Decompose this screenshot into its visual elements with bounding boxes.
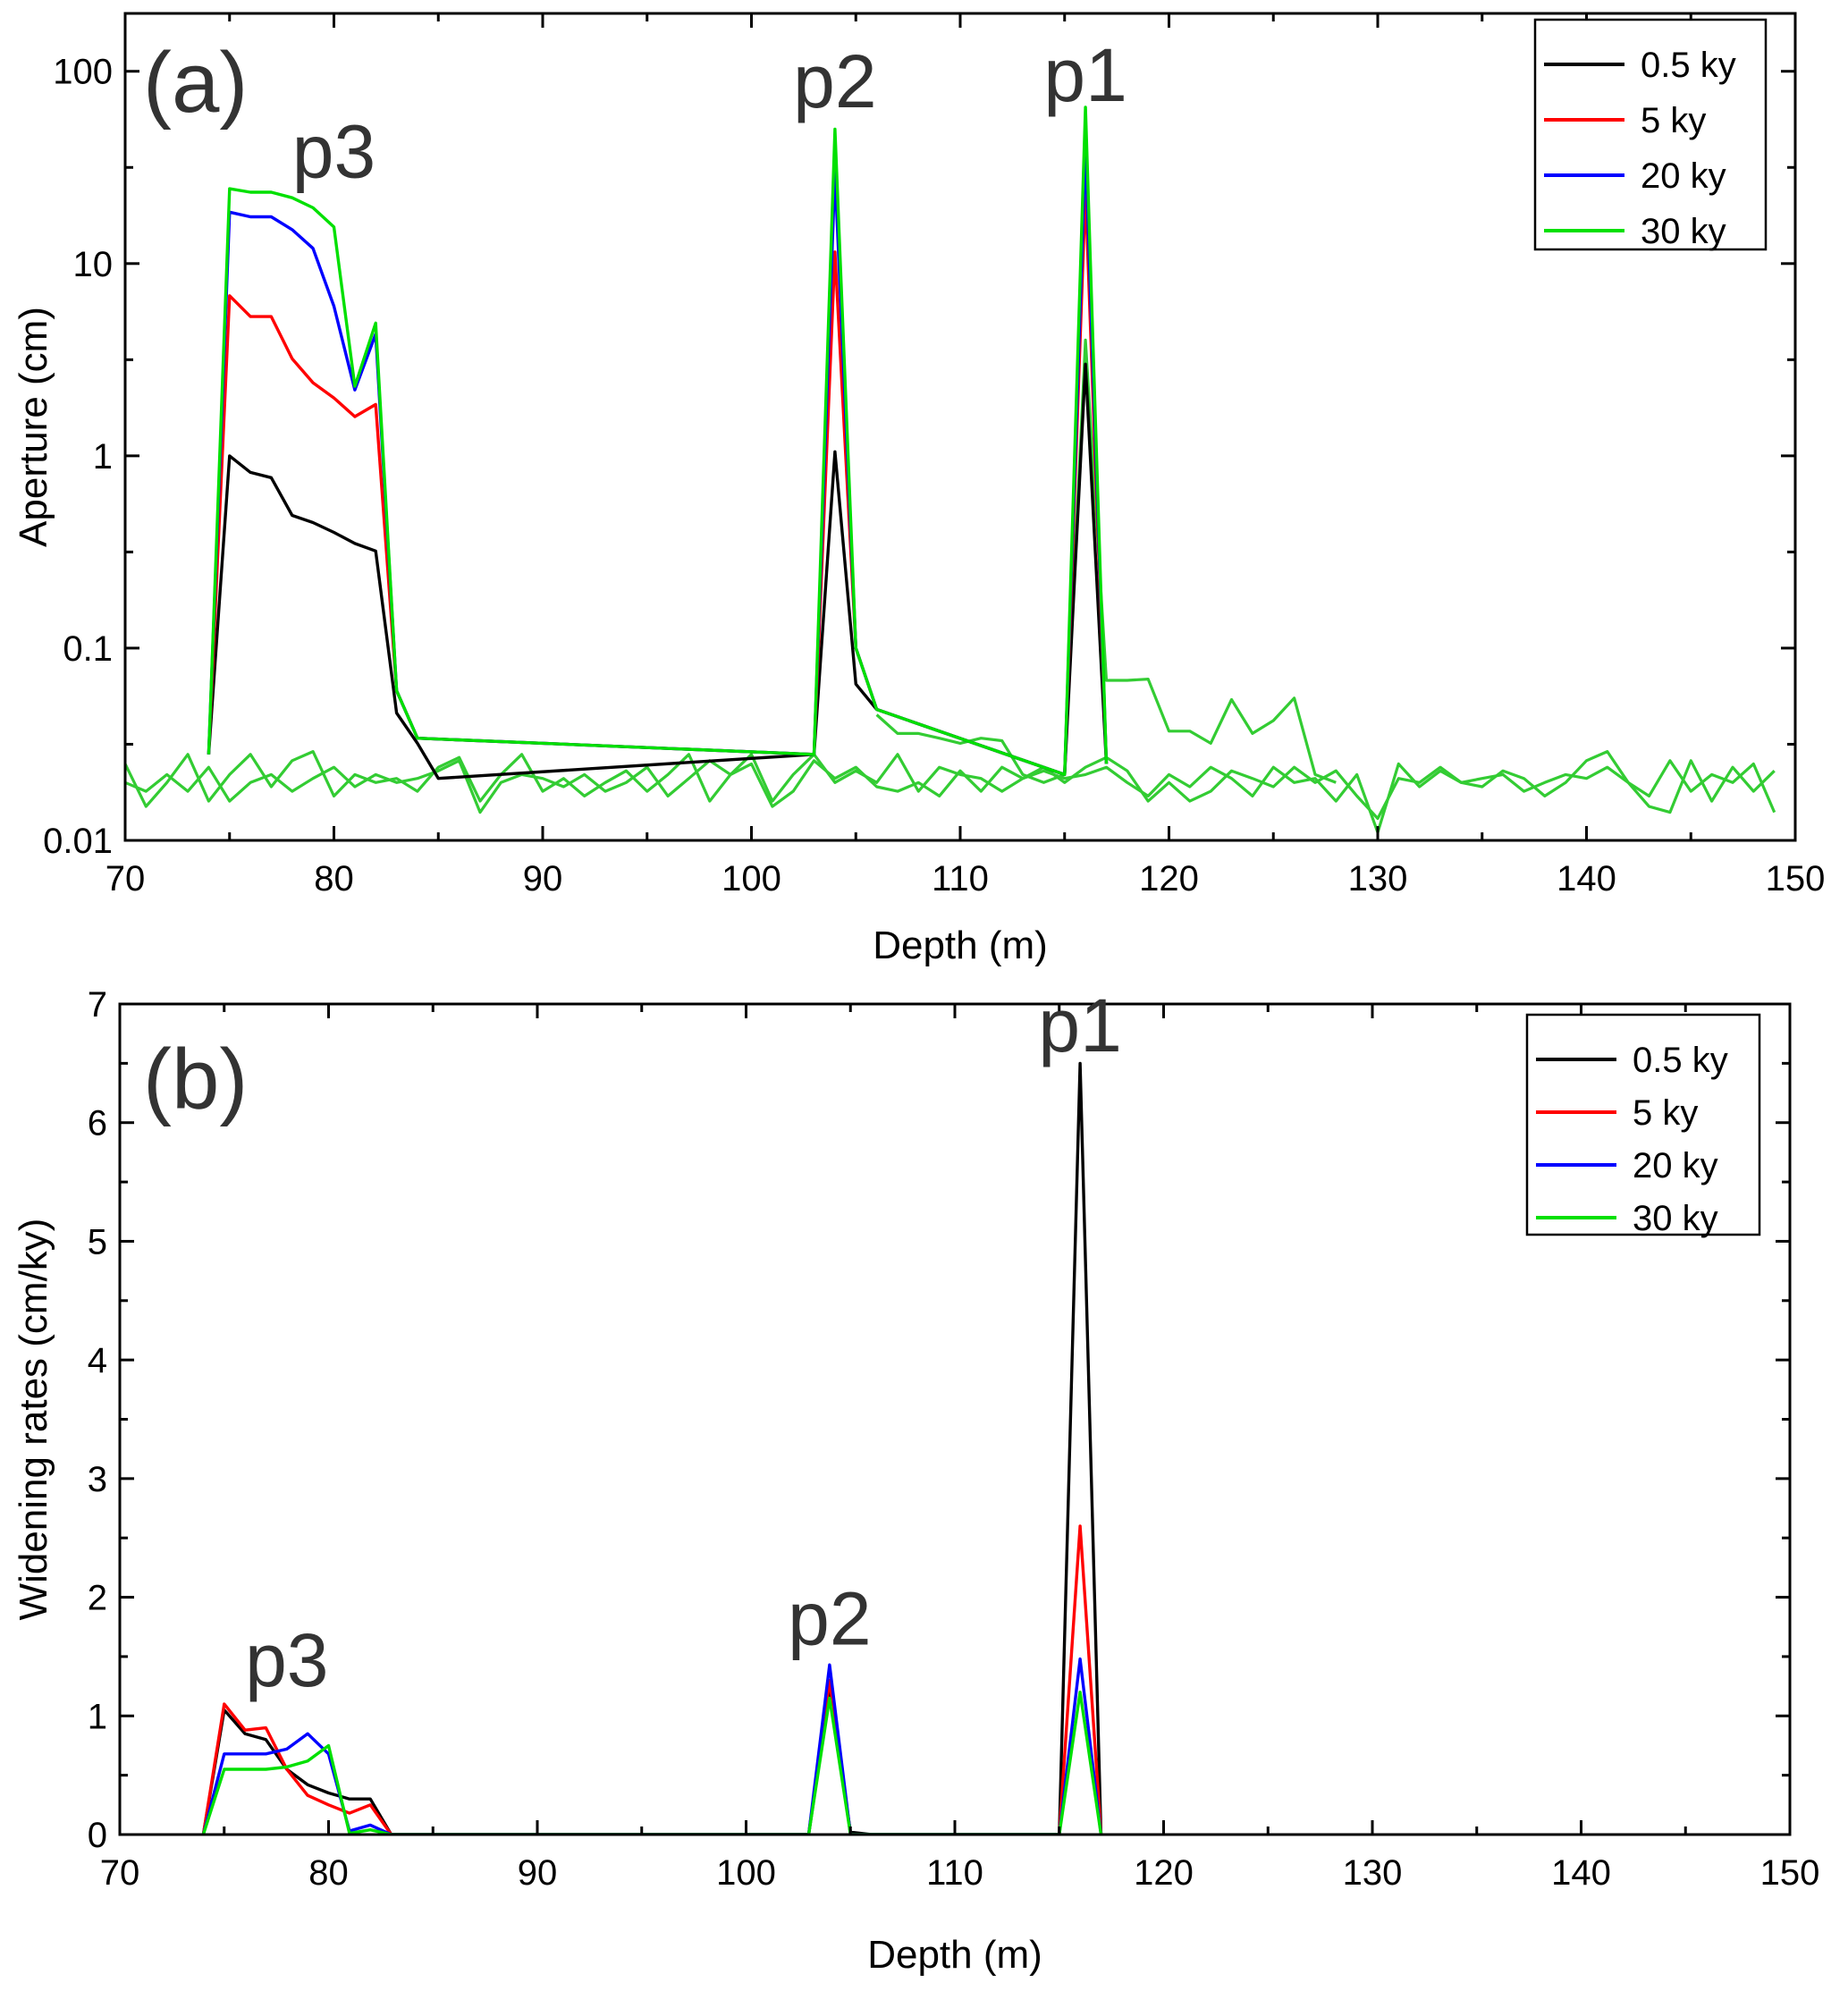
x-axis-label: Depth (m) (867, 1933, 1042, 1977)
peak-label-p3: p3 (245, 1618, 328, 1702)
series-line-20-ky (207, 146, 1109, 777)
y-tick-label: 5 (88, 1222, 107, 1261)
peak-label-p2: p2 (793, 39, 876, 123)
x-axis-label: Depth (m) (873, 924, 1048, 967)
y-tick-label: 100 (53, 53, 113, 92)
series-line-5-ky (201, 1524, 1103, 1835)
background-series-line-3 (125, 749, 1776, 821)
x-tick-label: 130 (1343, 1853, 1403, 1893)
y-tick-label: 0.01 (43, 822, 113, 861)
y-axis-label: Widening rates (cm/ky) (12, 1219, 55, 1621)
legend-box (1533, 18, 1768, 251)
y-tick-label: 3 (88, 1460, 107, 1499)
plot-area (201, 1061, 1103, 1835)
legend-box (1525, 1013, 1761, 1236)
y-tick-label: 6 (88, 1104, 107, 1143)
peak-label-p1: p1 (1038, 983, 1121, 1067)
legend: 0.5 ky 5 ky 20 ky 30 ky (1533, 18, 1768, 251)
x-tick-label: 140 (1551, 1853, 1611, 1893)
x-tick-label: 150 (1766, 859, 1826, 898)
x-tick-label: 120 (1139, 859, 1199, 898)
y-tick-label: 1 (88, 1697, 107, 1736)
y-axis-label: Aperture (cm) (12, 307, 55, 547)
legend: 0.5 ky 5 ky 20 ky 30 ky (1525, 1013, 1761, 1238)
series-line-20-ky (201, 1657, 1103, 1835)
series-line-30-ky (201, 1690, 1103, 1835)
panel-label: (b) (143, 1032, 248, 1127)
x-tick-label: 90 (518, 1853, 558, 1893)
x-tick-label: 80 (314, 859, 354, 898)
plot-area (125, 105, 1776, 834)
background-series-line-0 (1063, 338, 1337, 784)
panel-a: 70 80 90 100 110 120 130 140 1500.010.1110100Dep… (12, 12, 1826, 967)
x-tick-label: 150 (1760, 1853, 1820, 1893)
x-tick-label: 90 (523, 859, 563, 898)
legend-label-30-ky: 30 ky (1633, 1199, 1718, 1238)
panel-b: 70 80 90 100 110 120 130 140 150 0 1 2 3 4 5 6 7 Depth (m… (12, 983, 1819, 1977)
x-tick-label: 70 (105, 859, 146, 898)
background-series-line-2 (125, 749, 1776, 834)
x-tick-label: 110 (932, 859, 989, 898)
x-tick-label: 110 (926, 1853, 983, 1893)
legend-label-0-5-ky: 0.5 ky (1641, 46, 1736, 85)
peak-label-p3: p3 (292, 110, 376, 194)
x-tick-label: 100 (721, 859, 781, 898)
y-tick-label: 1 (93, 437, 113, 477)
y-tick-label: 0.1 (63, 629, 113, 669)
y-tick-label: 7 (88, 985, 107, 1025)
x-tick-label: 100 (716, 1853, 776, 1893)
y-tick-label: 10 (73, 245, 114, 284)
peak-label-p1: p1 (1043, 33, 1127, 117)
legend-label-5-ky: 5 ky (1633, 1093, 1698, 1133)
x-tick-label: 80 (308, 1853, 349, 1893)
legend-label-20-ky: 20 ky (1641, 156, 1726, 196)
x-tick-label: 130 (1348, 859, 1408, 898)
y-tick-label: 4 (88, 1341, 107, 1380)
legend-label-30-ky: 30 ky (1641, 212, 1726, 251)
y-tick-label: 2 (88, 1579, 107, 1618)
series-line-5-ky (207, 189, 1109, 777)
legend-label-5-ky: 5 ky (1641, 101, 1706, 140)
series-line-0-5-ky (207, 362, 1109, 780)
x-tick-label: 120 (1134, 1853, 1194, 1893)
peak-label-p2: p2 (788, 1577, 871, 1661)
legend-label-0-5-ky: 0.5 ky (1633, 1041, 1728, 1080)
x-tick-label: 140 (1557, 859, 1616, 898)
y-tick-label: 0 (88, 1816, 107, 1855)
series-line-30-ky (207, 105, 1109, 777)
series-line-0-5-ky (201, 1061, 1103, 1835)
panel-label: (a) (143, 35, 248, 131)
legend-label-20-ky: 20 ky (1633, 1146, 1718, 1185)
x-tick-label: 70 (100, 1853, 140, 1893)
